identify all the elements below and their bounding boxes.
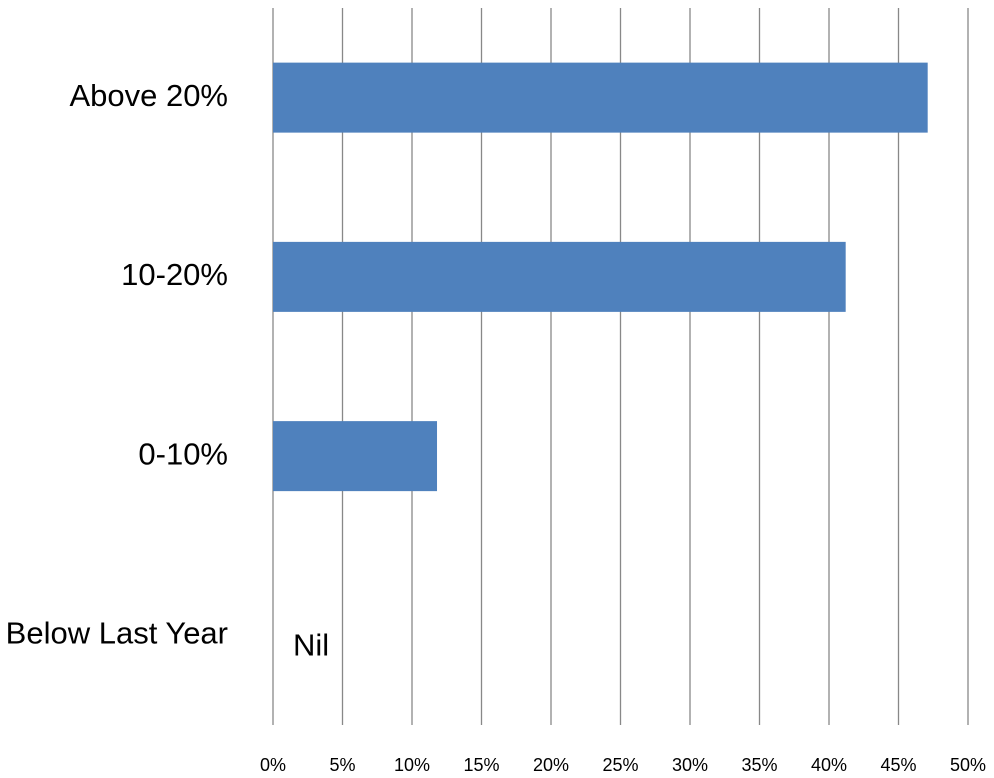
y-tick-label: Below Last Year xyxy=(6,616,228,651)
x-tick-label: 40% xyxy=(811,755,847,775)
x-tick-label: 15% xyxy=(463,755,499,775)
y-tick-label: 0-10% xyxy=(138,436,228,471)
x-tick-label: 20% xyxy=(533,755,569,775)
data-label: Nil xyxy=(293,628,329,663)
x-tick-label: 35% xyxy=(741,755,777,775)
x-tick-label: 0% xyxy=(260,755,286,775)
x-tick-label: 45% xyxy=(880,755,916,775)
x-tick-label: 5% xyxy=(329,755,355,775)
y-tick-label: Above 20% xyxy=(69,78,228,113)
x-tick-label: 30% xyxy=(672,755,708,775)
x-tick-label: 25% xyxy=(602,755,638,775)
x-tick-label: 10% xyxy=(394,755,430,775)
bar xyxy=(273,62,928,133)
y-tick-label: 10-20% xyxy=(121,257,228,292)
bar xyxy=(273,421,438,492)
x-tick-label: 50% xyxy=(950,755,986,775)
bar xyxy=(273,241,846,312)
